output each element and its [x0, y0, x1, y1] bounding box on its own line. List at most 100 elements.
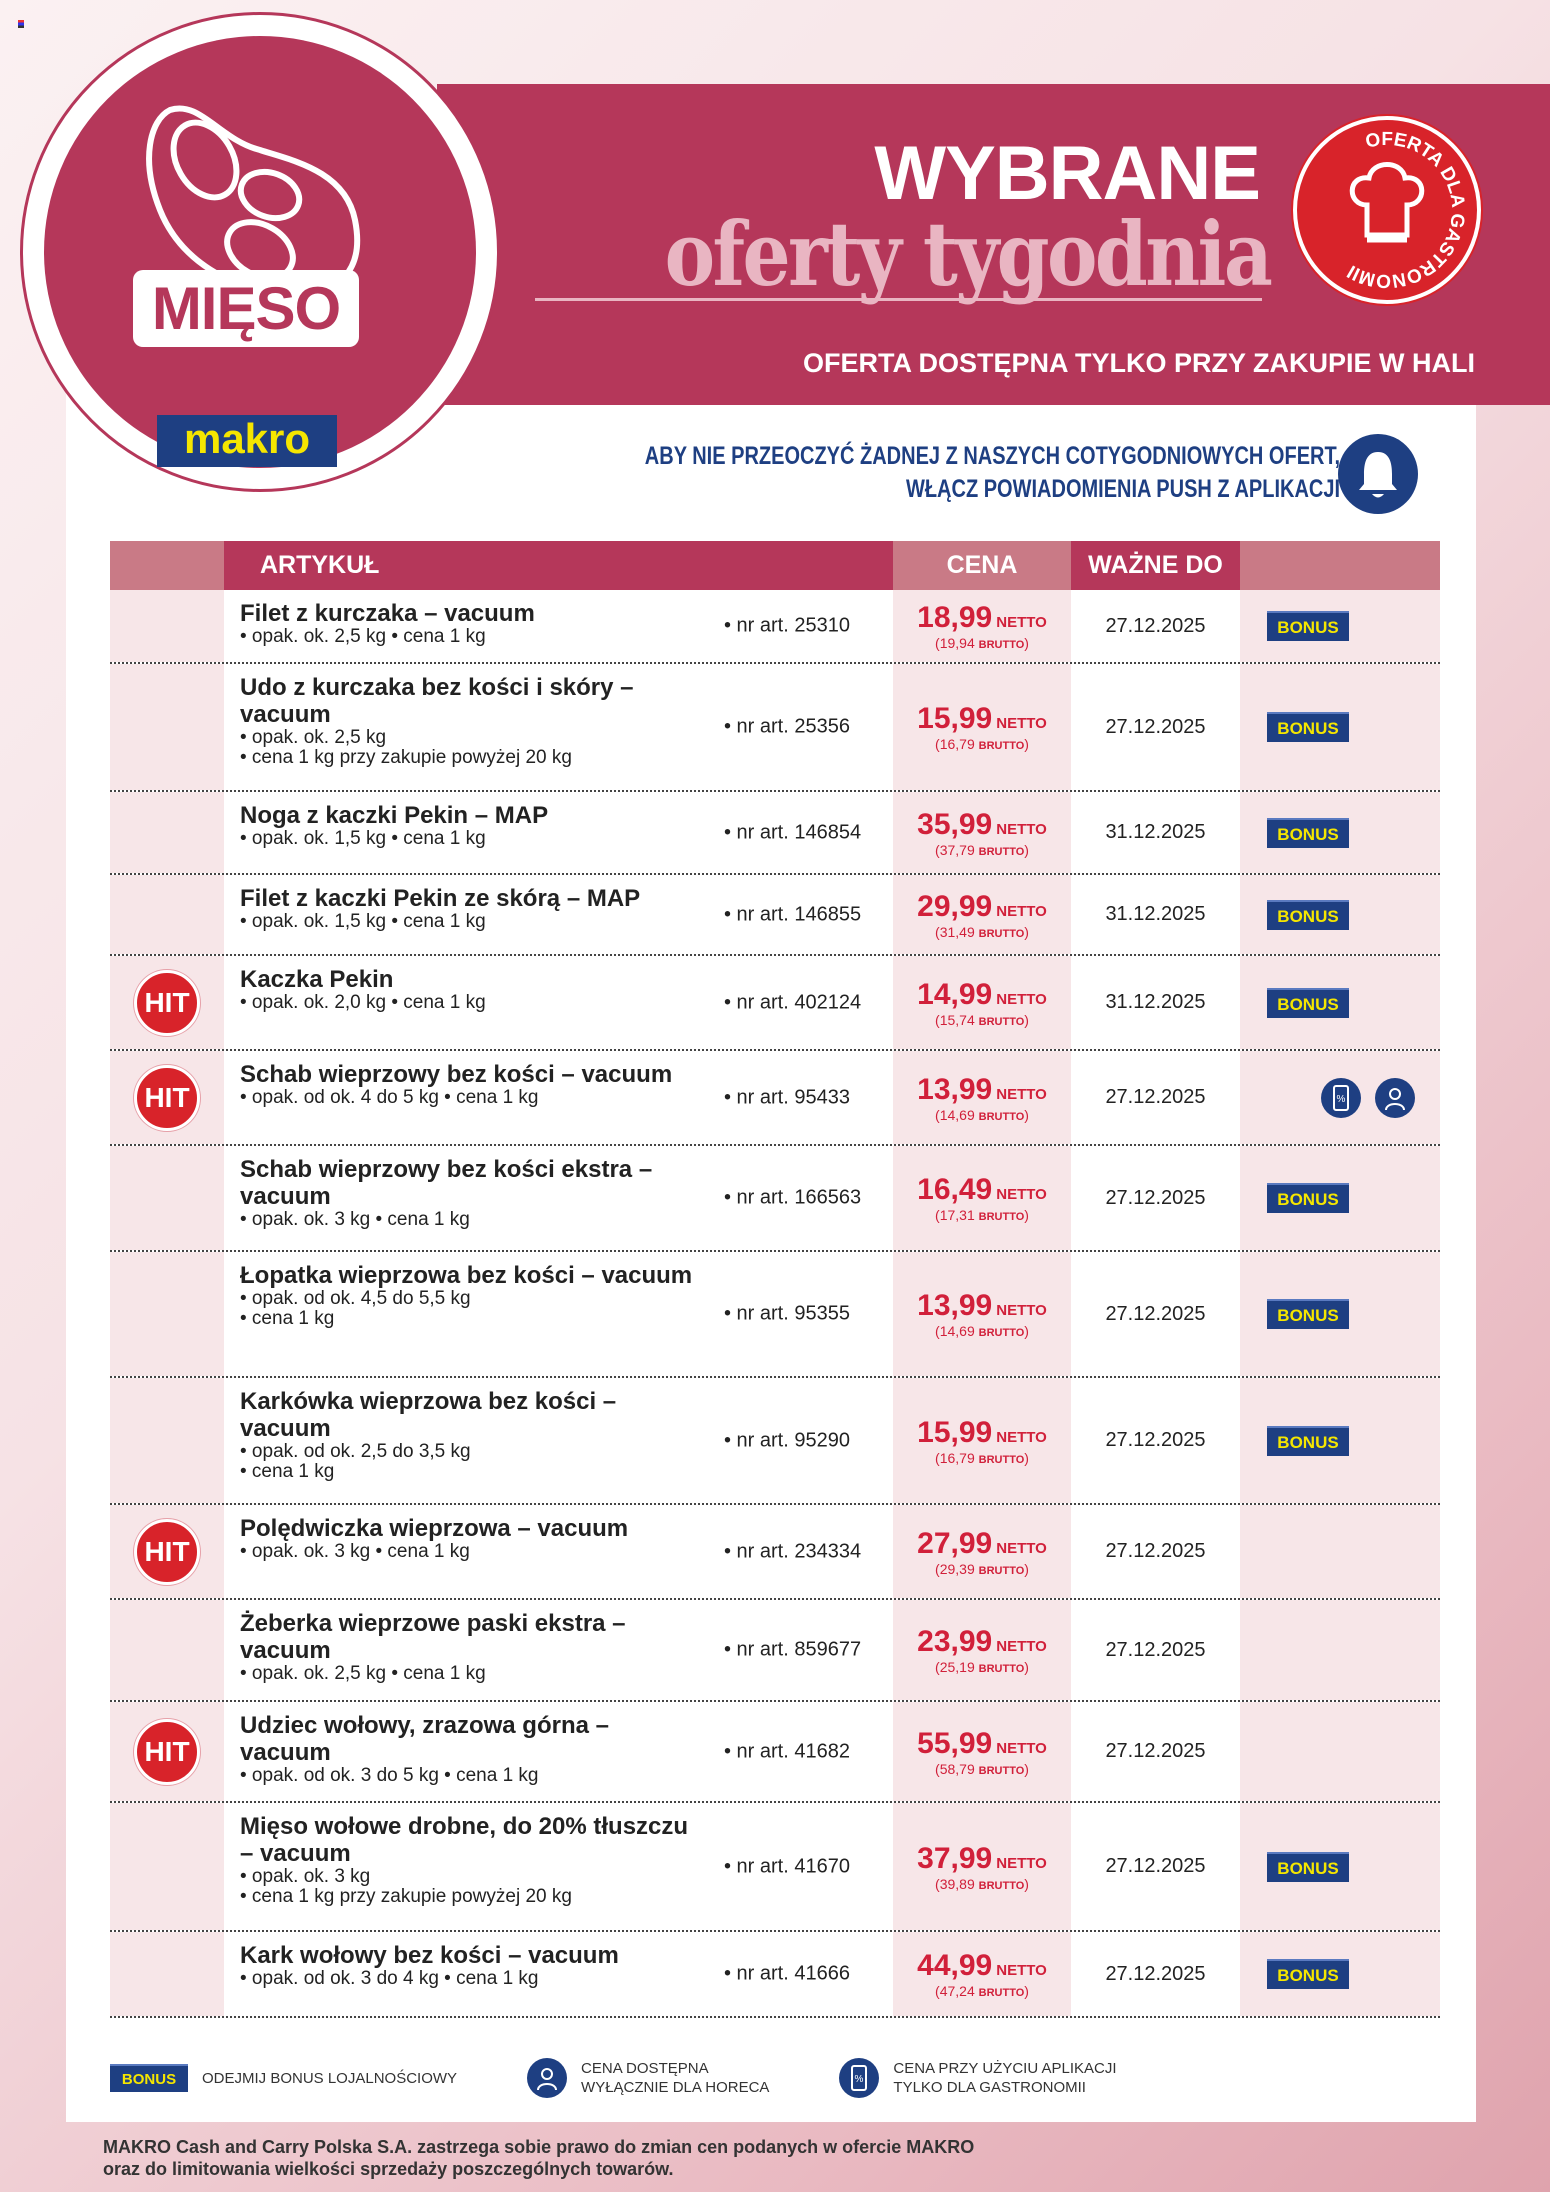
gross-value: 14,69 — [939, 1106, 975, 1123]
badge-cell: % — [1240, 1051, 1440, 1144]
gross-value: 58,79 — [939, 1760, 975, 1777]
hit-cell — [110, 1378, 224, 1503]
item-details: • opak. ok. 2,0 kg • cena 1 kg — [240, 992, 486, 1013]
table-row: Filet z kaczki Pekin ze skórą – MAP • opa… — [110, 875, 1440, 956]
price-cell: 13,99 NETTO (14,69 BRUTTO) — [893, 1051, 1071, 1144]
brutto-label: BRUTTO — [978, 927, 1025, 940]
hit-cell — [110, 792, 224, 873]
valid-until: 31.12.2025 — [1071, 792, 1240, 873]
price-cell: 44,99 NETTO (47,24 BRUTTO) — [893, 1932, 1071, 2016]
article-number: • nr art. 146855 — [724, 903, 862, 925]
legend-app-line1: CENA PRZY UŻYCIU APLIKACJI — [893, 2060, 1117, 2077]
gross-value: 15,74 — [939, 1011, 975, 1028]
gross-price: (14,69 BRUTTO) — [935, 1106, 1029, 1123]
hit-cell — [110, 875, 224, 954]
item-details: • opak. ok. 2,5 kg • cena 1 kg — [240, 1663, 486, 1684]
makro-logo: makro — [157, 415, 337, 467]
gross-value: 31,49 — [939, 923, 975, 940]
brutto-label: BRUTTO — [978, 845, 1025, 858]
article-cell: Noga z kaczki Pekin – MAP • opak. ok. 1,5… — [224, 792, 893, 873]
netto-label: NETTO — [996, 715, 1047, 732]
gross-value: 25,19 — [939, 1659, 975, 1675]
net-price: 27,99 — [917, 1526, 993, 1560]
price-cell: 15,99 NETTO (16,79 BRUTTO) — [893, 1378, 1071, 1503]
footer-line-1: MAKRO Cash and Carry Polska S.A. zastrze… — [103, 2137, 975, 2157]
netto-label: NETTO — [996, 1302, 1047, 1319]
hit-cell: HIT — [110, 956, 224, 1049]
brutto-label: BRUTTO — [978, 639, 1025, 651]
article-number: • nr art. 166563 — [724, 1186, 862, 1209]
valid-until: 27.12.2025 — [1071, 1051, 1240, 1144]
netto-label: NETTO — [996, 1739, 1047, 1757]
item-name: Udo z kurczaka bez kości i skóry – vacuu… — [240, 674, 634, 728]
legend-bonus: BONUS ODEJMIJ BONUS LOJALNOŚCIOWY — [110, 2064, 457, 2092]
table-row: Filet z kurczaka – vacuum • opak. ok. 2,5… — [110, 590, 1440, 664]
price-cell: 35,99 NETTO (37,79 BRUTTO) — [893, 792, 1071, 873]
valid-until: 27.12.2025 — [1071, 1600, 1240, 1700]
push-line-2: WŁĄCZ POWIADOMIENIA PUSH Z APLIKACJI — [905, 475, 1340, 503]
article-number: • nr art. 25356 — [724, 715, 850, 738]
bonus-badge: BONUS — [1267, 1183, 1349, 1213]
hit-cell — [110, 1600, 224, 1700]
legend-app-line2: TYLKO DLA GASTRONOMII — [893, 2079, 1086, 2096]
hit-cell: HIT — [110, 1505, 224, 1598]
article-number: • nr art. 25310 — [724, 614, 850, 637]
article-number: • nr art. 41666 — [724, 1962, 850, 1985]
valid-until: 31.12.2025 — [1071, 956, 1240, 1049]
gross-price: (16,79 BRUTTO) — [935, 1449, 1029, 1466]
item-name: Mięso wołowe drobne, do 20% tłuszczu – v… — [240, 1813, 689, 1867]
gross-price: (25,19 BRUTTO) — [935, 1659, 1029, 1675]
valid-until: 27.12.2025 — [1071, 590, 1240, 662]
brutto-label: BRUTTO — [978, 1564, 1025, 1577]
badge-cell: BONUS — [1240, 664, 1440, 790]
item-details: • opak. od ok. 4,5 do 5,5 kg — [240, 1288, 471, 1309]
gross-price: (15,74 BRUTTO) — [935, 1011, 1029, 1028]
table-row: Żeberka wieprzowe paski ekstra – vacuum •… — [110, 1600, 1440, 1702]
badge-cell: BONUS — [1240, 1252, 1440, 1376]
table-row: Schab wieprzowy bez kości ekstra – vacuu… — [110, 1146, 1440, 1252]
badge-cell: BONUS — [1240, 1378, 1440, 1503]
hit-cell — [110, 1803, 224, 1930]
valid-until: 27.12.2025 — [1071, 1252, 1240, 1376]
table-row: Udo z kurczaka bez kości i skóry – vacuu… — [110, 664, 1440, 792]
article-cell: Kark wołowy bez kości – vacuum • opak. od… — [224, 1932, 893, 2016]
valid-until: 27.12.2025 — [1071, 1702, 1240, 1801]
badge-cell: BONUS — [1240, 792, 1440, 873]
print-mark — [18, 20, 24, 28]
item-name: Filet z kaczki Pekin ze skórą – MAP — [240, 885, 641, 912]
netto-label: NETTO — [996, 820, 1047, 838]
header-article: ARTYKUŁ — [224, 541, 893, 590]
article-cell: Żeberka wieprzowe paski ekstra – vacuum •… — [224, 1600, 893, 1700]
gross-price: (29,39 BRUTTO) — [935, 1560, 1029, 1577]
gross-value: 17,31 — [939, 1207, 975, 1223]
phone-percent-icon: % — [1321, 1077, 1361, 1118]
item-name: Polędwiczka wieprzowa – vacuum — [240, 1515, 629, 1542]
gross-value: 47,24 — [939, 1983, 975, 1999]
net-price: 13,99 — [917, 1289, 993, 1322]
table-row: Mięso wołowe drobne, do 20% tłuszczu – v… — [110, 1803, 1440, 1932]
bell-icon[interactable] — [1338, 434, 1418, 514]
article-number: • nr art. 146854 — [724, 821, 862, 843]
phone-percent-icon: % — [839, 2058, 880, 2098]
valid-until: 27.12.2025 — [1071, 1146, 1240, 1250]
netto-label: NETTO — [996, 1428, 1047, 1446]
item-name: Karkówka wieprzowa bez kości – vacuum — [240, 1388, 617, 1442]
price-cell: 27,99 NETTO (29,39 BRUTTO) — [893, 1505, 1071, 1598]
hit-cell: HIT — [110, 1702, 224, 1801]
netto-label: NETTO — [996, 1085, 1047, 1103]
gross-price: (39,89 BRUTTO) — [935, 1875, 1029, 1892]
header-valid: WAŻNE DO — [1071, 541, 1240, 590]
table-row: Kark wołowy bez kości – vacuum • opak. od… — [110, 1932, 1440, 2018]
brutto-label: BRUTTO — [978, 1211, 1025, 1223]
item-name: Schab wieprzowy bez kości – vacuum — [240, 1061, 673, 1088]
bonus-badge: BONUS — [1267, 817, 1349, 848]
gross-price: (14,69 BRUTTO) — [935, 1323, 1029, 1339]
article-cell: Łopatka wieprzowa bez kości – vacuum • op… — [224, 1252, 893, 1376]
item-name: Udziec wołowy, zrazowa górna – vacuum — [240, 1712, 609, 1766]
gross-price: (47,24 BRUTTO) — [935, 1983, 1029, 1999]
article-cell: Udo z kurczaka bez kości i skóry – vacuu… — [224, 664, 893, 790]
hit-cell — [110, 1932, 224, 2016]
legend-horeca-line1: CENA DOSTĘPNA — [581, 2060, 709, 2077]
gross-price: (17,31 BRUTTO) — [935, 1207, 1029, 1223]
article-cell: Karkówka wieprzowa bez kości – vacuum • o… — [224, 1378, 893, 1503]
